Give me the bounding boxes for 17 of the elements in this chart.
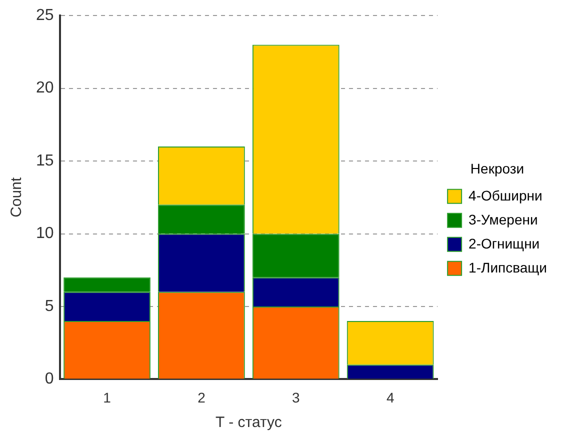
- y-tick-label: 20: [36, 80, 54, 97]
- y-tick-label: 15: [36, 152, 54, 170]
- legend-title: Некрози: [470, 160, 524, 176]
- y-tick-label: 0: [44, 370, 54, 388]
- y-axis-title: Count: [8, 176, 26, 218]
- legend-label: 4-Обширни: [468, 187, 542, 204]
- x-tick-label: 1: [103, 389, 112, 406]
- x-axis-title: T - статус: [216, 414, 282, 432]
- legend-label: 1-Липсващи: [468, 259, 548, 276]
- y-tick-label: 25: [36, 7, 54, 24]
- x-tick-label: 2: [198, 389, 206, 406]
- legend-label: 3-Умерени: [468, 211, 538, 228]
- x-tick-label: 3: [292, 389, 300, 406]
- legend-label: 2-Огнищни: [468, 235, 540, 252]
- y-tick-label: 5: [44, 298, 54, 315]
- x-tick-label: 4: [386, 389, 394, 406]
- y-tick-label: 10: [36, 225, 54, 242]
